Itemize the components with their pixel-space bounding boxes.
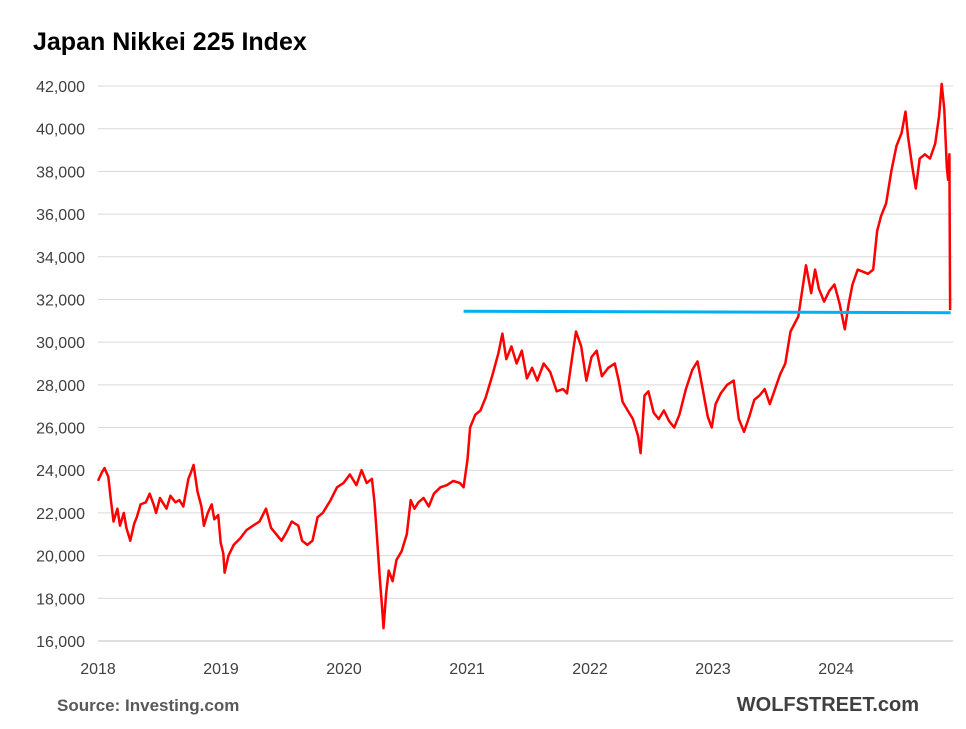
gridlines bbox=[98, 85, 953, 599]
nikkei-series-line bbox=[96, 82, 952, 630]
y-tick-label: 38,000 bbox=[36, 164, 85, 181]
x-tick-label: 2022 bbox=[572, 661, 608, 678]
source-label: Source: Investing.com bbox=[57, 696, 239, 715]
y-tick-label: 32,000 bbox=[36, 292, 85, 309]
y-tick-label: 28,000 bbox=[36, 378, 85, 395]
y-tick-label: 30,000 bbox=[36, 335, 85, 352]
y-tick-label: 26,000 bbox=[36, 421, 85, 438]
x-tick-label: 2023 bbox=[695, 661, 731, 678]
y-tick-label: 34,000 bbox=[36, 250, 85, 267]
y-axis-labels: 16,000 18,000 20,000 22,000 24,000 26,000 28,0… bbox=[36, 79, 85, 651]
y-tick-label: 24,000 bbox=[36, 463, 85, 480]
chart-title: Japan Nikkei 225 Index bbox=[33, 28, 307, 56]
x-tick-label: 2019 bbox=[203, 661, 239, 678]
x-tick-label: 2024 bbox=[818, 661, 854, 678]
y-tick-label: 36,000 bbox=[36, 207, 85, 224]
y-tick-label: 16,000 bbox=[36, 634, 85, 651]
series-group bbox=[96, 82, 952, 630]
y-tick-label: 22,000 bbox=[36, 506, 85, 523]
x-tick-label: 2020 bbox=[326, 661, 362, 678]
y-tick-label: 40,000 bbox=[36, 122, 85, 139]
y-tick-label: 20,000 bbox=[36, 549, 85, 566]
x-tick-label: 2018 bbox=[80, 661, 116, 678]
brand-label: WOLFSTREET.com bbox=[737, 694, 919, 716]
reference-level-line bbox=[463, 309, 951, 315]
x-axis-labels: 2018 2019 2020 2021 2022 2023 2024 bbox=[80, 661, 854, 678]
y-tick-label: 42,000 bbox=[36, 79, 85, 96]
x-tick-label: 2021 bbox=[449, 661, 485, 678]
y-tick-label: 18,000 bbox=[36, 591, 85, 608]
